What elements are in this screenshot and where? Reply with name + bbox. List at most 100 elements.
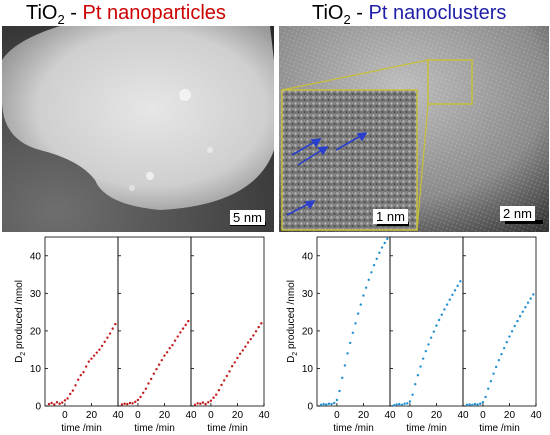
data-point	[179, 331, 182, 334]
data-point	[375, 257, 378, 260]
data-point	[398, 402, 401, 406]
data-point	[516, 319, 519, 323]
x-tick-label: 40	[384, 410, 396, 421]
data-point	[139, 395, 142, 399]
x-tick-label: 20	[232, 410, 244, 421]
data-point	[79, 374, 83, 377]
data-point	[165, 351, 169, 354]
data-point	[69, 392, 72, 396]
data-point	[508, 335, 511, 338]
data-point	[199, 402, 202, 405]
data-point	[453, 289, 457, 292]
data-point	[47, 402, 51, 406]
data-point	[58, 402, 61, 405]
left-panel-title: TiO2 - Pt nanoparticles	[26, 0, 226, 27]
y-tick-label: 20	[30, 326, 42, 337]
data-point	[521, 310, 524, 313]
data-point	[55, 401, 59, 404]
data-point	[147, 382, 150, 385]
data-point	[53, 403, 56, 406]
y-tick-label: 0	[35, 402, 41, 413]
right-title-prefix: TiO	[312, 2, 344, 24]
data-point	[252, 334, 255, 337]
data-point	[427, 343, 430, 346]
inset-scalebar	[377, 222, 409, 226]
data-point	[207, 401, 210, 404]
data-point	[489, 380, 493, 383]
x-tick-label: 40	[530, 410, 542, 421]
data-point	[484, 395, 487, 399]
plot-panel-frame	[316, 236, 391, 407]
y-tick-label: 30	[30, 289, 42, 300]
arrow-head-icon	[317, 146, 329, 156]
data-point	[500, 352, 503, 356]
data-point	[123, 402, 126, 405]
data-point	[103, 340, 106, 343]
data-point	[63, 399, 67, 402]
y-label-rest: produced /nmol	[286, 280, 297, 352]
x-axis-label: time /min	[207, 423, 248, 434]
data-point	[149, 377, 153, 381]
y-label-main: D	[286, 356, 297, 363]
x-tick-label: 0	[334, 410, 340, 421]
data-point	[173, 339, 177, 342]
y-label-subscript: 2	[20, 352, 27, 356]
data-point	[160, 358, 163, 362]
data-point	[228, 370, 231, 373]
data-point	[414, 383, 417, 386]
x-tick-label: 40	[258, 410, 270, 421]
y-tick-label: 40	[302, 251, 314, 262]
data-point	[370, 271, 373, 274]
arrow-head-icon	[356, 132, 368, 142]
x-tick-label: 40	[112, 410, 124, 421]
data-point	[196, 402, 199, 405]
x-tick-label: 40	[457, 410, 469, 421]
data-point	[319, 403, 323, 407]
y-tick-label: 40	[30, 251, 42, 262]
data-point	[440, 313, 443, 316]
data-point	[238, 352, 242, 355]
data-point	[244, 345, 247, 348]
data-point	[111, 327, 114, 330]
left-title-prefix: TiO	[26, 2, 58, 24]
data-point	[513, 324, 516, 328]
data-point	[354, 322, 357, 325]
data-point	[497, 358, 501, 362]
data-point	[479, 402, 482, 405]
data-point	[468, 403, 471, 406]
data-point	[230, 364, 234, 368]
data-point	[487, 387, 490, 390]
data-point	[408, 400, 412, 403]
data-point	[92, 354, 96, 357]
data-point	[421, 357, 425, 360]
data-point	[529, 297, 532, 300]
x-axis-label: time /min	[61, 423, 102, 434]
data-point	[163, 354, 166, 357]
x-tick-label: 0	[62, 410, 68, 421]
left-micrograph	[2, 26, 274, 232]
data-point	[532, 293, 535, 296]
x-tick-label: 20	[86, 410, 98, 421]
data-point	[82, 371, 85, 374]
data-point	[184, 323, 187, 327]
data-point	[330, 402, 333, 406]
data-point	[437, 318, 441, 322]
data-point	[364, 286, 368, 289]
data-point	[380, 246, 384, 249]
data-point	[494, 365, 498, 369]
data-point	[131, 402, 134, 405]
data-point	[260, 322, 263, 325]
data-point	[451, 293, 454, 297]
data-point	[225, 374, 229, 378]
y-tick-label: 0	[307, 402, 313, 413]
data-point	[66, 397, 69, 400]
data-point	[403, 402, 406, 405]
data-point	[76, 378, 80, 381]
data-point	[335, 398, 339, 402]
data-point	[217, 389, 221, 392]
x-tick-label: 0	[480, 410, 486, 421]
data-point	[322, 402, 325, 406]
data-point	[476, 403, 479, 406]
data-point	[176, 335, 179, 338]
